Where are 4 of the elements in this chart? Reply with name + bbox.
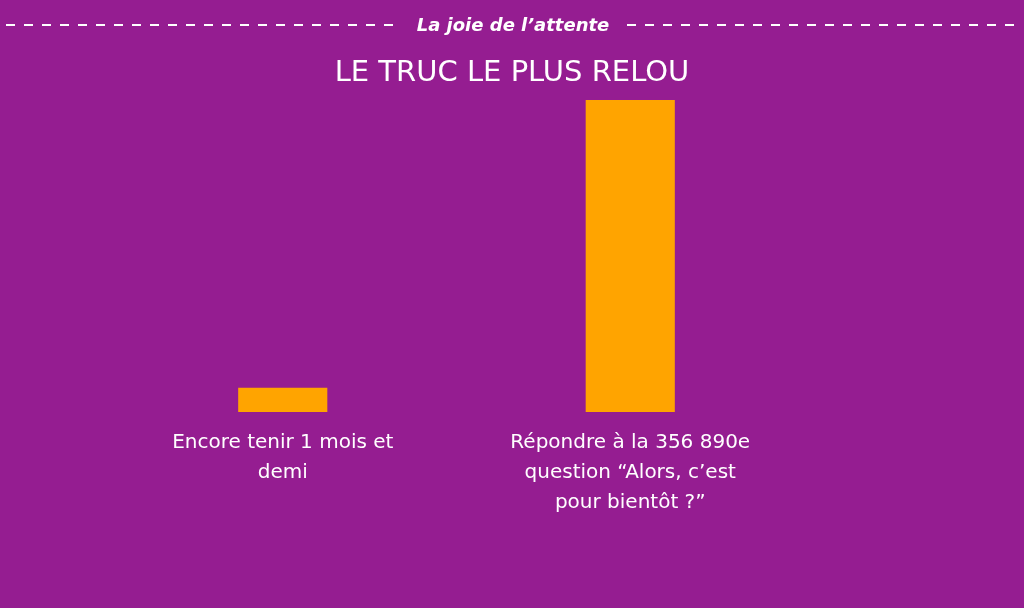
chart-title: La joie de l’attente	[415, 14, 611, 35]
x-tick-label: Encore tenir 1 mois et demi	[172, 429, 394, 484]
chart-subtitle: LE TRUC LE PLUS RELOU	[333, 54, 691, 88]
x-tick-label: Répondre à la 356 890e question “Alors, c’est pour bientôt ?”	[510, 429, 751, 514]
